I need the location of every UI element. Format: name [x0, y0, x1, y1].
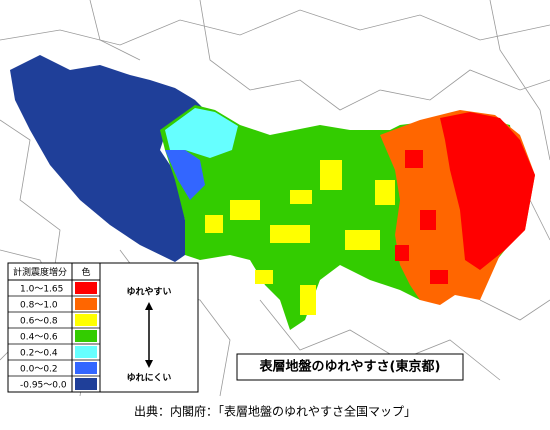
- legend: 計測震度増分 色 1.0～1.65 0.8～1.0 0.6～0.8 0.4～0.6 0.2～…: [7, 262, 199, 393]
- legend-label: 0.0～0.2: [20, 365, 58, 375]
- legend-swatch: [75, 378, 97, 390]
- zone-red-patch: [395, 245, 409, 261]
- legend-box: [7, 262, 199, 393]
- legend-header: 色: [81, 266, 90, 278]
- earthquake-zones: [10, 55, 535, 330]
- zone-red-patch: [405, 150, 423, 168]
- legend-swatch: [75, 330, 97, 342]
- legend-swatch: [75, 314, 97, 326]
- legend-label: -0.95～0.0: [20, 381, 67, 391]
- zone-yellow: [205, 215, 223, 233]
- legend-label: 0.4～0.6: [20, 333, 58, 343]
- title-box: [236, 353, 464, 381]
- caption: 出典：内閣府：「表層地盤のゆれやすさ全国マップ」: [134, 404, 416, 419]
- zone-yellow: [320, 160, 342, 190]
- zone-yellow: [375, 180, 395, 205]
- zone-yellow: [230, 200, 260, 220]
- legend-swatch: [75, 282, 97, 294]
- zone-red: [440, 112, 535, 270]
- zone-yellow: [290, 190, 312, 204]
- map-title: 表層地盤のゆれやすさ(東京都): [259, 359, 441, 375]
- legend-swatch: [75, 298, 97, 310]
- zone-red-patch: [420, 210, 436, 230]
- zone-blue: [165, 150, 205, 200]
- legend-swatch: [75, 346, 97, 358]
- legend-label: 1.0～1.65: [20, 285, 63, 295]
- legend-label: 0.6～0.8: [20, 317, 58, 327]
- boundaries: [0, 0, 550, 397]
- legend-high: ゆれやすい: [126, 287, 171, 298]
- legend-swatch: [75, 362, 97, 374]
- legend-label: 0.2～0.4: [20, 349, 58, 359]
- legend-arrowhead: [145, 302, 153, 310]
- zone-yellow: [300, 285, 316, 315]
- zone-yellow: [270, 225, 310, 243]
- zone-red-patch: [430, 270, 448, 284]
- zone-cyan: [165, 108, 238, 158]
- legend-label: 0.8～1.0: [20, 301, 58, 311]
- zone-west: [10, 55, 205, 262]
- legend-arrowhead: [145, 360, 153, 368]
- zone-yellow: [345, 230, 380, 250]
- legend-header: 計測震度増分: [13, 266, 67, 278]
- zone-yellow: [255, 270, 273, 284]
- legend-low: ゆれにくい: [127, 373, 172, 384]
